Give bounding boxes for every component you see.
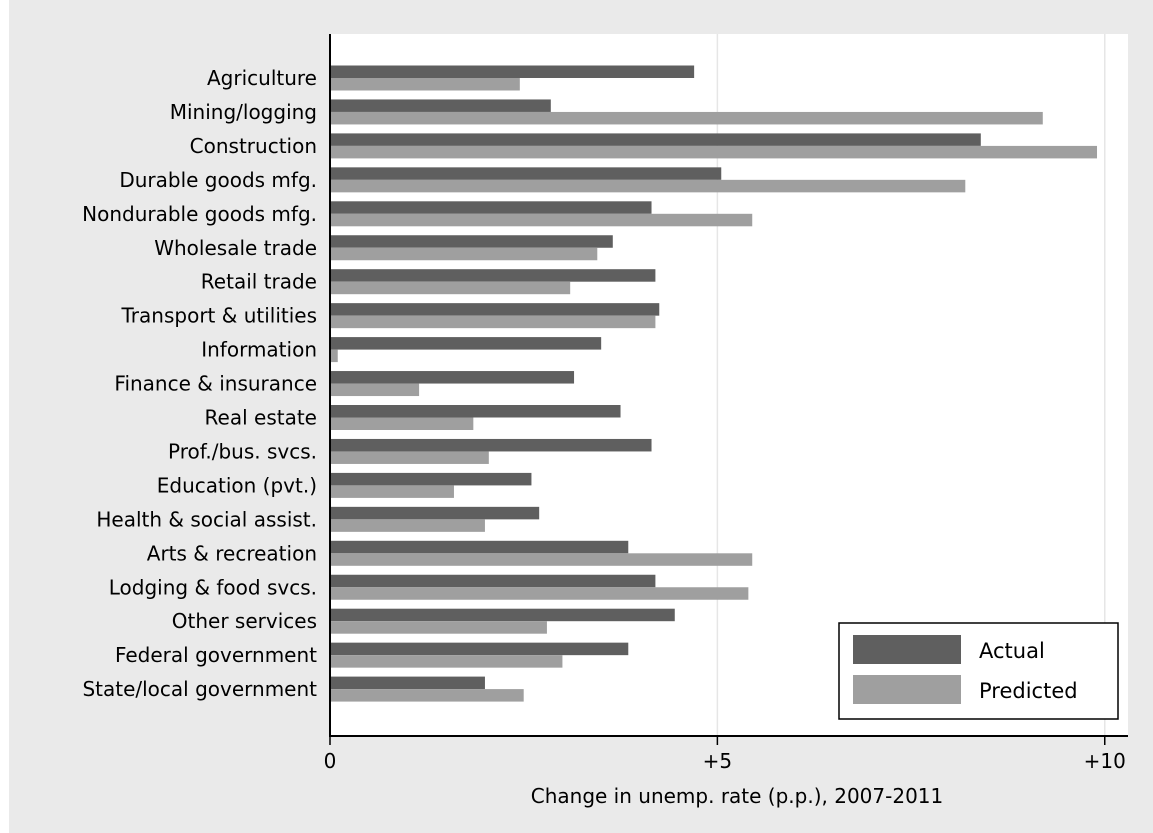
axes [329,34,1128,737]
bar-predicted-7 [330,315,656,329]
bar-actual-5 [330,235,613,248]
bar-actual-7 [330,303,660,316]
category-label: Mining/logging [170,100,317,124]
category-label: Finance & insurance [114,372,317,396]
category-label: Wholesale trade [154,236,317,260]
bar-predicted-18 [330,689,524,702]
category-label: Durable goods mfg. [119,168,317,192]
category-label: Transport & utilities [121,304,317,328]
legend-label-predicted: Predicted [979,679,1078,703]
bar-actual-18 [330,676,485,690]
legend: Actual Predicted [838,622,1119,720]
bar-predicted-11 [330,451,489,464]
category-label: Other services [172,609,317,633]
legend-label-actual: Actual [979,639,1045,663]
bar-actual-17 [330,642,629,656]
bar-actual-11 [330,438,652,452]
legend-swatch-predicted [853,675,961,704]
category-label: Federal government [115,643,317,667]
bar-predicted-16 [330,621,547,634]
bar-predicted-0 [330,78,520,91]
bar-actual-2 [330,133,981,146]
bar-actual-13 [330,506,540,520]
bar-actual-0 [330,65,695,78]
category-label: Lodging & food svcs. [109,575,317,599]
bar-predicted-15 [330,587,749,600]
bar-actual-15 [330,574,656,588]
bar-predicted-8 [330,349,338,363]
category-label: Retail trade [201,270,317,294]
bar-actual-6 [330,269,656,282]
category-label: Prof./bus. svcs. [168,439,317,463]
chart-frame: Agriculture Mining/logging Construction Dur… [9,0,1153,833]
bar-predicted-1 [330,111,1043,125]
bar-chart: Agriculture Mining/logging Construction Dur… [82,34,1128,808]
bar-actual-9 [330,371,575,384]
bar-predicted-12 [330,485,454,498]
bar-predicted-4 [330,213,753,227]
bar-actual-16 [330,608,675,622]
legend-swatch-actual [853,635,961,664]
category-label: Education (pvt.) [157,473,317,497]
bar-predicted-9 [330,383,420,397]
category-label: Construction [190,134,317,158]
bar-predicted-3 [330,179,966,193]
bar-actual-10 [330,405,621,418]
bar-predicted-14 [330,553,753,566]
bar-predicted-5 [330,247,598,261]
bar-actual-1 [330,99,551,112]
x-tick-label: +10 [1084,749,1126,773]
category-label: Real estate [205,406,317,430]
bar-actual-4 [330,201,652,214]
bar-predicted-2 [330,145,1098,159]
bar-predicted-13 [330,519,485,532]
category-label: Health & social assist. [96,507,317,531]
bar-actual-14 [330,540,629,554]
category-label: Agriculture [207,66,317,90]
bars [330,65,1098,702]
category-label: State/local government [82,677,317,701]
bar-actual-8 [330,337,602,350]
category-label: Nondurable goods mfg. [82,202,317,226]
x-axis-title: Change in unemp. rate (p.p.), 2007-2011 [531,784,944,808]
category-labels: Agriculture Mining/logging Construction Dur… [82,66,317,701]
x-tick-label: +5 [703,749,732,773]
category-label: Information [201,338,317,362]
bar-actual-12 [330,472,532,486]
bar-predicted-10 [330,417,474,430]
bar-actual-3 [330,167,722,180]
bar-predicted-6 [330,281,571,295]
x-ticks: 0 +5 +10 [324,736,1126,773]
category-label: Arts & recreation [147,541,317,565]
bar-predicted-17 [330,655,563,668]
x-tick-label: 0 [324,749,337,773]
